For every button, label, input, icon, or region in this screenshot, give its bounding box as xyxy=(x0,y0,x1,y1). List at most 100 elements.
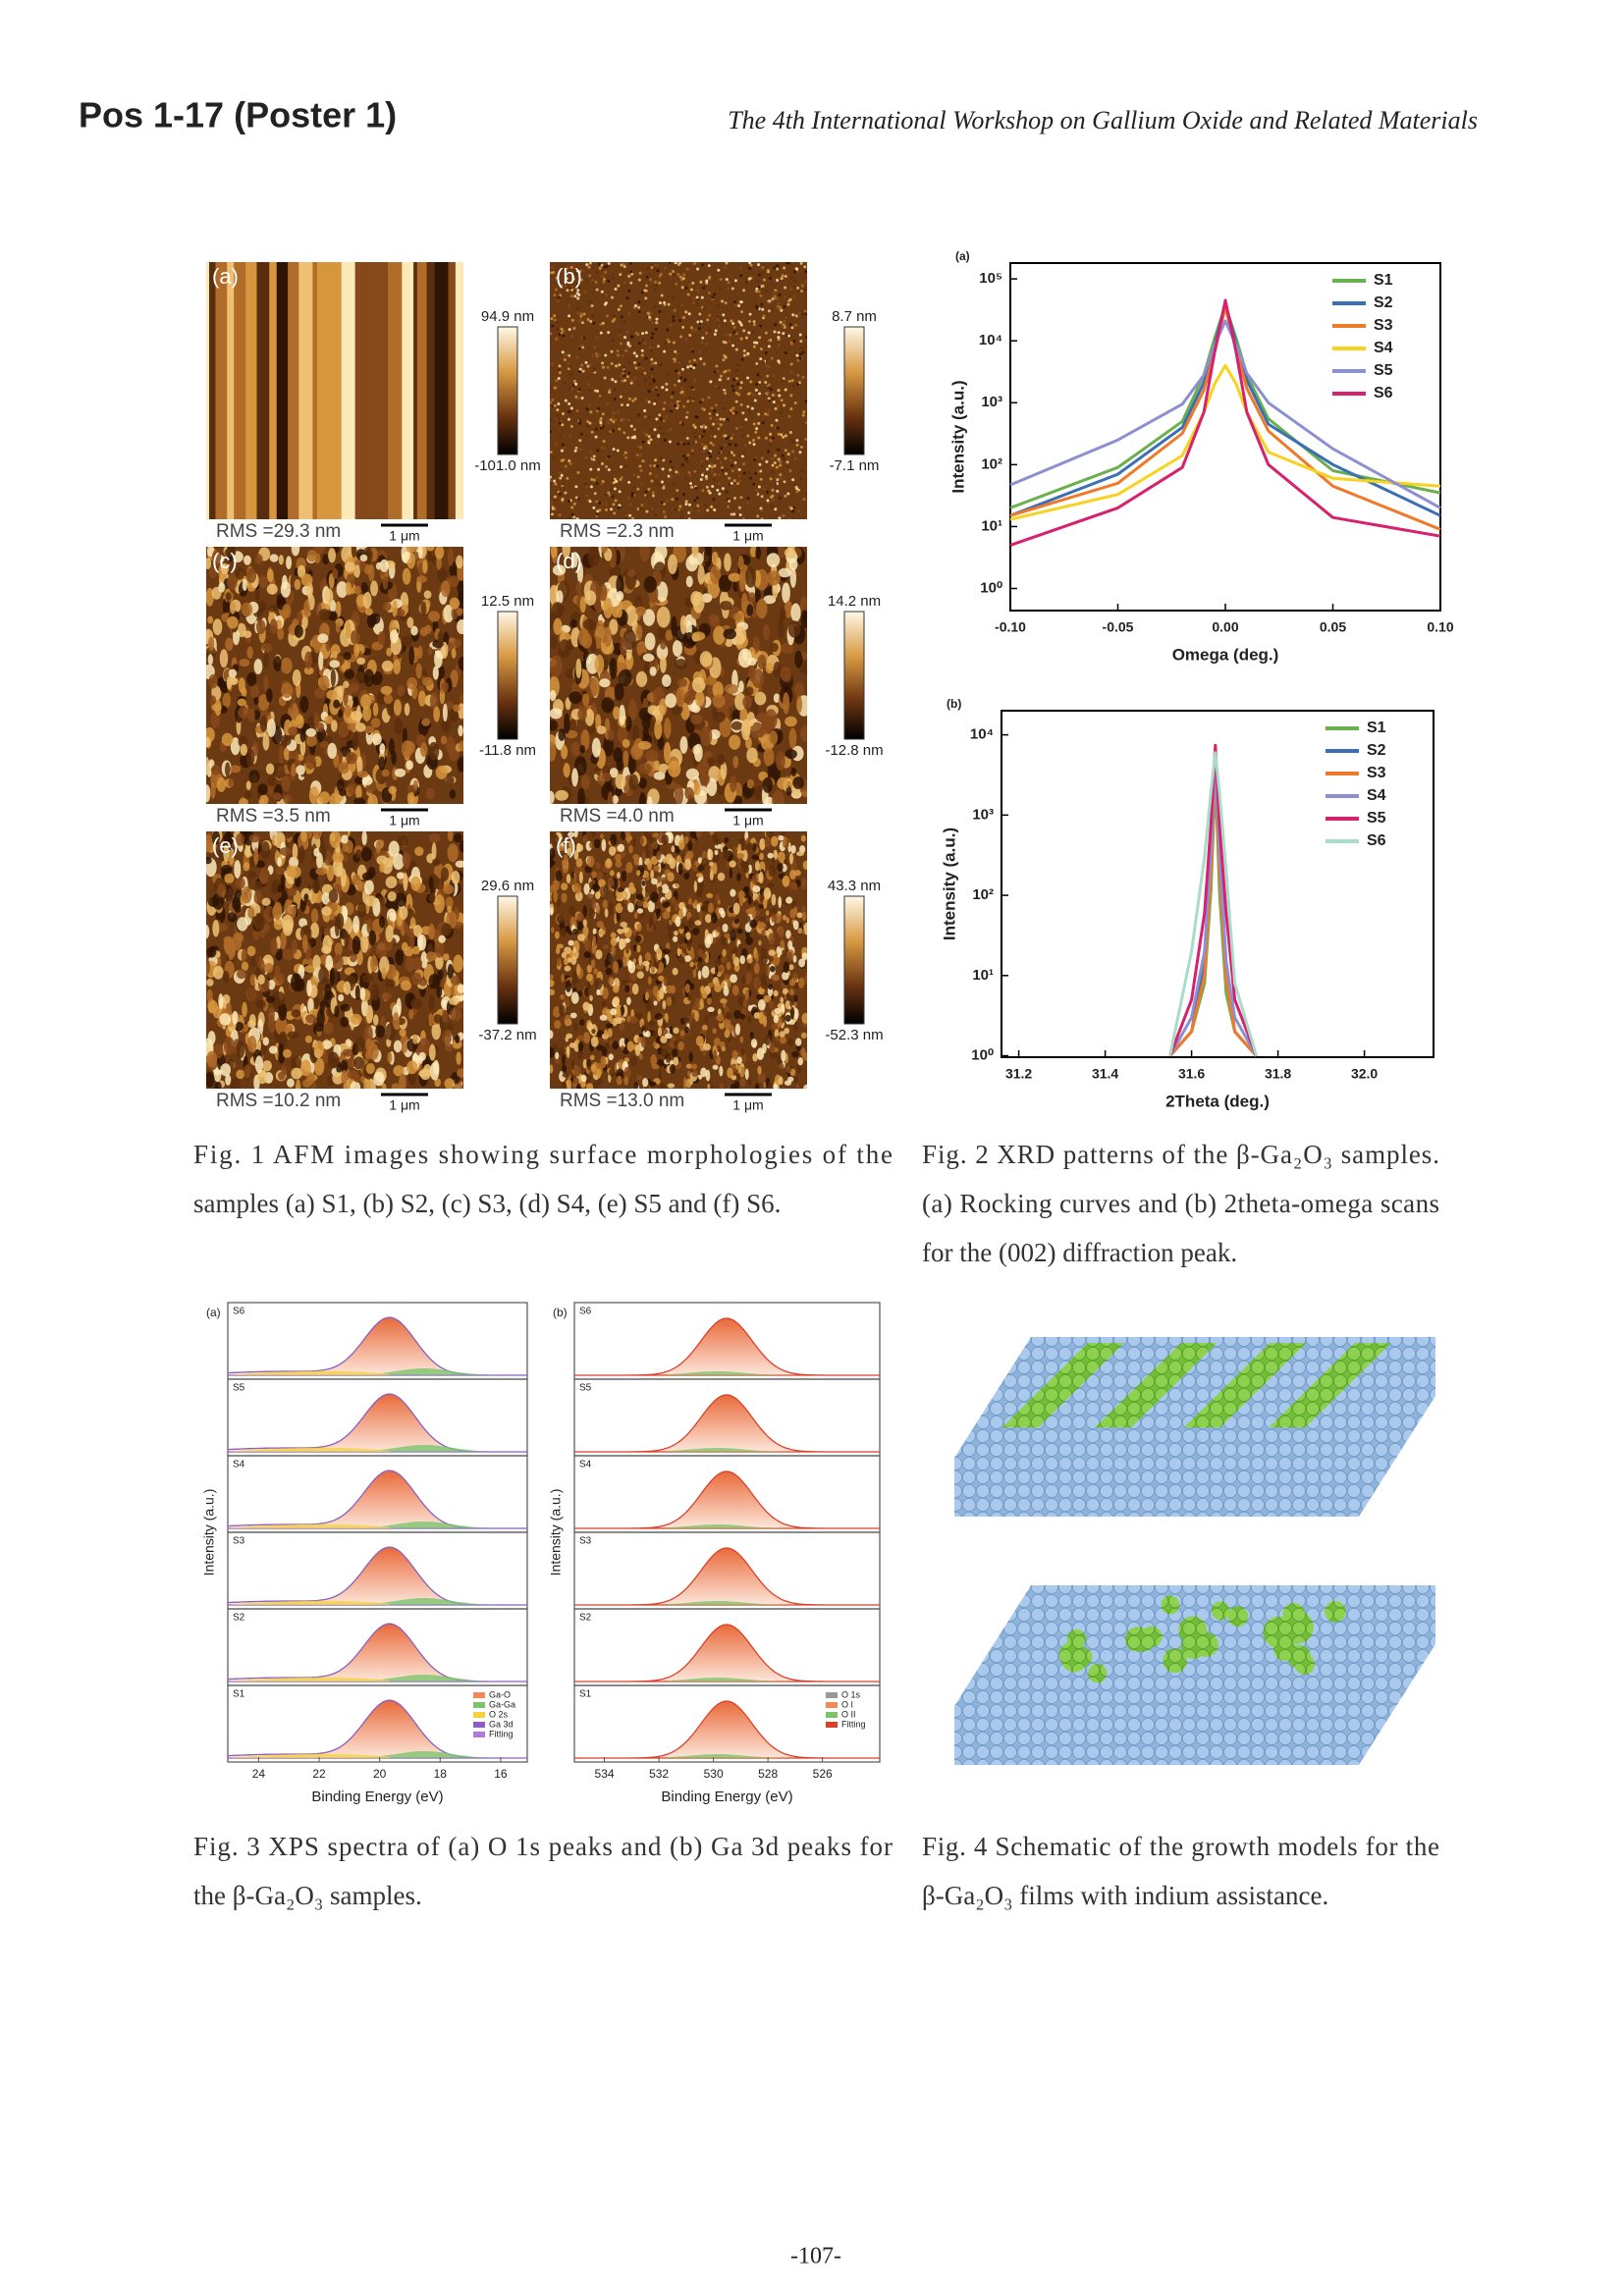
afm-grain xyxy=(667,872,675,882)
afm-grain xyxy=(550,790,555,804)
afm-grain xyxy=(674,783,684,804)
afm-grain xyxy=(707,291,711,294)
afm-grain xyxy=(736,846,742,852)
afm-grain xyxy=(316,852,324,870)
afm-grain xyxy=(684,1026,689,1034)
afm-grain xyxy=(672,270,676,274)
afm-grain xyxy=(440,867,450,881)
afm-grain xyxy=(662,948,671,954)
afm-grain xyxy=(781,325,785,329)
afm-grain xyxy=(401,547,410,562)
afm-grain xyxy=(637,300,641,304)
afm-grain xyxy=(641,459,645,463)
afm-grain xyxy=(719,417,723,421)
afm-grain xyxy=(604,908,609,918)
afm-grain xyxy=(751,874,758,884)
afm-grain xyxy=(717,386,721,390)
afm-grain xyxy=(551,398,555,401)
afm-grain xyxy=(723,986,730,996)
afm-grain xyxy=(281,682,294,699)
afm-grain xyxy=(728,443,731,447)
afm-grain xyxy=(675,659,687,669)
afm-image xyxy=(206,831,463,1089)
afm-grain xyxy=(686,442,690,446)
afm-grain xyxy=(411,972,422,986)
colorbar-min: -11.8 nm xyxy=(479,742,536,759)
afm-grain xyxy=(587,265,591,269)
afm-grain xyxy=(281,774,291,792)
afm-grain xyxy=(601,412,605,416)
afm-grain xyxy=(709,870,714,881)
afm-grain xyxy=(228,668,238,678)
afm-grain xyxy=(694,486,698,490)
afm-grain xyxy=(784,351,787,355)
afm-grain xyxy=(628,344,632,347)
afm-grain xyxy=(585,263,589,267)
afm-grain xyxy=(653,1000,658,1006)
afm-grain xyxy=(620,921,628,929)
afm-grain xyxy=(582,1001,590,1011)
afm-stripe xyxy=(455,262,463,519)
afm-grain xyxy=(360,693,371,710)
afm-grain xyxy=(570,991,579,1004)
afm-grain xyxy=(627,496,631,500)
afm-grain xyxy=(447,1023,454,1033)
afm-grain xyxy=(244,1064,251,1079)
afm-grain xyxy=(550,741,557,762)
afm-grain xyxy=(568,314,571,318)
afm-grain xyxy=(381,857,393,875)
afm-grain xyxy=(789,881,797,890)
afm-grain xyxy=(764,436,768,440)
afm-grain xyxy=(305,1014,316,1024)
afm-grain xyxy=(707,757,716,766)
afm-grain xyxy=(563,357,567,361)
afm-grain xyxy=(457,608,463,616)
afm-grain xyxy=(794,682,804,697)
afm-grain xyxy=(712,694,726,708)
afm-grain xyxy=(432,858,441,867)
afm-grain xyxy=(712,932,717,938)
afm-grain xyxy=(658,483,662,487)
afm-grain xyxy=(372,702,379,717)
afm-grain xyxy=(713,507,717,511)
afm-grain xyxy=(291,1009,301,1018)
afm-grain xyxy=(684,858,692,871)
afm-grain xyxy=(777,862,784,872)
afm-grain xyxy=(362,705,372,721)
afm-grain xyxy=(647,900,655,913)
afm-grain xyxy=(696,504,700,507)
afm-grain xyxy=(618,490,622,494)
afm-grain xyxy=(713,435,717,439)
afm-grain xyxy=(583,882,590,895)
afm-grain xyxy=(438,934,446,943)
afm-grain xyxy=(637,901,644,907)
afm-grain xyxy=(759,294,763,297)
afm-grain xyxy=(643,415,647,419)
afm-grain xyxy=(590,314,594,318)
afm-grain xyxy=(334,1005,340,1018)
afm-grain xyxy=(717,473,721,477)
afm-grain xyxy=(801,284,805,288)
afm-grain xyxy=(648,415,652,419)
afm-grain xyxy=(761,421,765,425)
afm-grain xyxy=(712,681,724,698)
afm-grain xyxy=(724,683,738,695)
afm-grain xyxy=(765,910,770,916)
afm-grain xyxy=(782,435,785,439)
afm-grain xyxy=(616,591,624,602)
afm-grain xyxy=(353,564,360,578)
afm-grain xyxy=(734,1023,741,1036)
afm-grain xyxy=(561,927,567,938)
afm-grain xyxy=(649,438,653,442)
afm-grain xyxy=(771,488,775,492)
afm-grain xyxy=(767,365,771,369)
afm-grain xyxy=(607,877,615,887)
afm-grain xyxy=(625,716,632,732)
afm-grain xyxy=(590,477,594,481)
afm-grain xyxy=(308,785,320,804)
afm-grain xyxy=(667,474,671,478)
afm-grain xyxy=(629,971,637,982)
afm-grain xyxy=(720,936,729,946)
afm-grain xyxy=(584,938,591,951)
afm-grain xyxy=(682,443,686,447)
